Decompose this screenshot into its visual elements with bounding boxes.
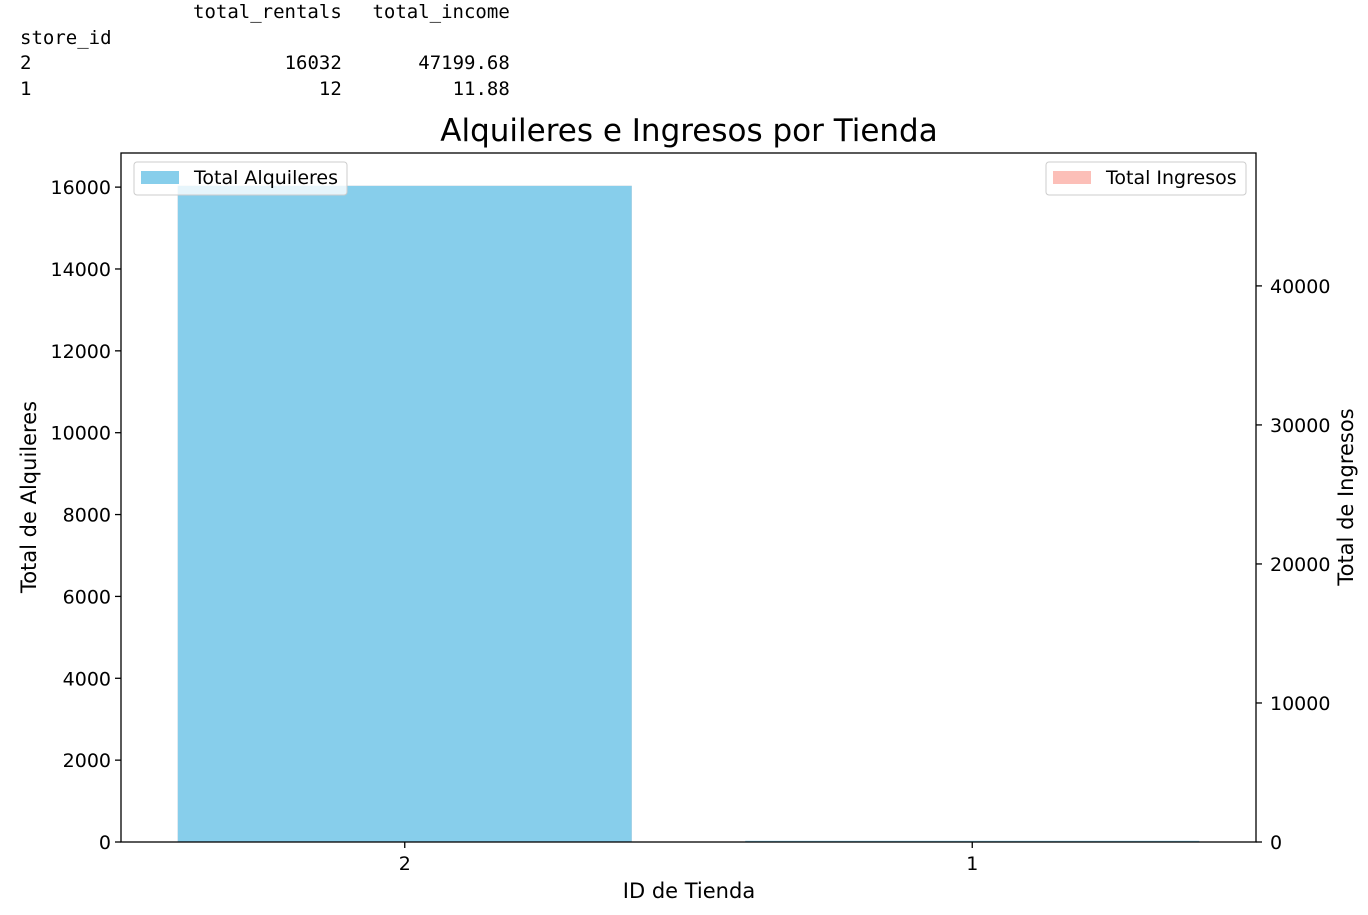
y-tick-label: 14000 [51, 259, 111, 281]
legend-swatch-total-ingresos [1053, 171, 1091, 184]
column-header-total-income: total_income [372, 1, 510, 23]
x-tick-label: 1 [966, 853, 978, 875]
y2-axis-label: Total de Ingresos [1334, 408, 1358, 586]
y2-tick-label: 10000 [1270, 693, 1330, 715]
x-tick-label: 2 [399, 853, 411, 875]
dataframe-index-name-row: store_id [20, 26, 112, 52]
y-axis-label: Total de Alquileres [17, 401, 41, 594]
y-tick-label: 16000 [51, 177, 111, 199]
y-tick-label: 12000 [51, 341, 111, 363]
legend-left: Total Alquileres [133, 161, 348, 196]
chart-title: Alquileres e Ingresos por Tienda [440, 113, 937, 149]
plot-frame [120, 152, 1257, 843]
dataframe-header-row: total_rentals total_income [20, 0, 510, 26]
y-tick-label: 0 [99, 832, 111, 854]
cell-total-rentals: 12 [318, 77, 342, 100]
y2-tick-label: 40000 [1270, 276, 1330, 298]
y2-tick-label: 0 [1270, 832, 1282, 854]
cell-total-rentals: 16032 [284, 52, 342, 74]
bar-total-alquileres [177, 185, 632, 843]
dataframe-output: total_rentals total_income store_id 2 16… [20, 0, 510, 103]
x-axis-label: ID de Tienda [623, 879, 755, 903]
legend-label-total-ingresos: Total Ingresos [1105, 167, 1237, 189]
column-header-total-rentals: total_rentals [193, 1, 342, 23]
y2-tick-label: 20000 [1270, 554, 1330, 576]
cell-total-income: 47199.68 [418, 52, 510, 74]
y2-tick-label: 30000 [1270, 415, 1330, 437]
legend-right: Total Ingresos [1045, 161, 1247, 196]
y-tick-label: 8000 [63, 505, 111, 527]
index-name: store_id [20, 26, 112, 49]
legend-label-total-alquileres: Total Alquileres [193, 167, 338, 189]
row-index: 1 [20, 77, 32, 100]
table-row: 1 12 11.88 [20, 77, 510, 103]
cell-total-income: 11.88 [452, 77, 510, 100]
y-tick-label: 6000 [63, 586, 111, 608]
y-tick-label: 4000 [63, 668, 111, 690]
y-tick-label: 2000 [63, 750, 111, 772]
y-tick-label: 10000 [51, 423, 111, 445]
row-index: 2 [20, 52, 32, 74]
table-row: 2 16032 47199.68 [20, 51, 510, 77]
legend-swatch-total-alquileres [141, 171, 179, 184]
